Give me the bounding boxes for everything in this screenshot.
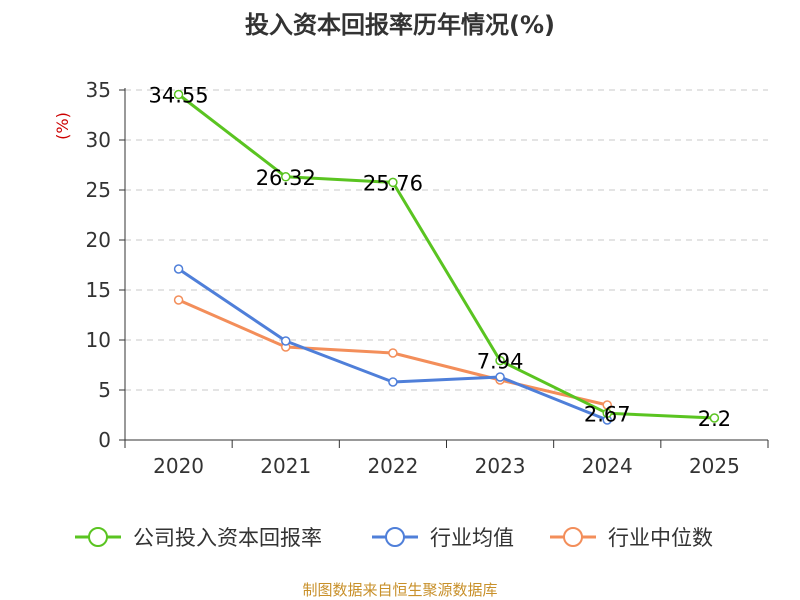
series-line-0 [177, 93, 715, 420]
x-tick-label-2024: 2024 [582, 454, 633, 478]
x-tick-label-2020: 2020 [153, 454, 204, 478]
legend-label: 公司投入资本回报率 [133, 526, 322, 550]
data-labels: 34.55 26.32 25.76 7.94 2.67 2.2 [149, 84, 732, 432]
data-point-0 [709, 413, 720, 423]
y-axis-label: (%) [53, 112, 72, 140]
legend-swatch-marker [563, 527, 583, 547]
legend-item-1[interactable]: 行业均值 [372, 526, 514, 550]
data-label: 7.94 [477, 350, 524, 374]
y-tick-label: 0 [98, 428, 111, 452]
y-tick-label: 10 [86, 328, 111, 352]
data-point-0 [388, 177, 398, 188]
legend-item-2[interactable]: 行业中位数 [550, 526, 713, 550]
x-tick-label-2023: 2023 [475, 454, 526, 478]
data-point-0 [602, 408, 612, 419]
legend-label: 行业中位数 [608, 526, 713, 550]
chart-title: 投入资本回报率历年情况(%) [245, 11, 555, 39]
data-label: 2.2 [698, 407, 731, 431]
y-tick-label: 30 [86, 128, 111, 152]
x-tick-label-2022: 2022 [367, 454, 418, 478]
legend-swatch-marker [88, 527, 108, 547]
data-source-note: 制图数据来自恒生聚源数据库 [302, 581, 497, 599]
legend-swatch-marker [385, 527, 405, 547]
gridlines [125, 89, 768, 391]
data-label: 34.55 [149, 84, 209, 108]
y-tick-label: 15 [86, 278, 111, 302]
data-point-0 [281, 172, 291, 182]
data-point-1 [173, 264, 184, 274]
data-point-2 [173, 295, 184, 305]
x-tick-label-2025: 2025 [689, 454, 740, 478]
legend-item-0[interactable]: 公司投入资本回报率 [75, 526, 322, 550]
data-point-0 [173, 89, 184, 100]
y-tick-label: 25 [86, 178, 111, 202]
x-tick-label-2021: 2021 [260, 454, 311, 478]
legend[interactable]: 公司投入资本回报率 行业均值 行业中位数 [75, 526, 713, 550]
data-point-0 [495, 355, 505, 366]
data-point-1 [495, 372, 505, 382]
data-label: 2.67 [584, 402, 631, 426]
y-tick-label: 20 [86, 228, 111, 252]
data-point-2 [388, 348, 398, 358]
data-point-1 [388, 377, 398, 387]
series-line-1 [177, 267, 608, 422]
data-point-1 [281, 336, 291, 346]
y-tick-label: 5 [98, 378, 111, 402]
data-label: 26.32 [256, 166, 316, 190]
legend-label: 行业均值 [430, 526, 514, 550]
series-lines [173, 89, 720, 425]
data-label: 25.76 [363, 171, 423, 195]
y-tick-label: 35 [86, 78, 111, 102]
